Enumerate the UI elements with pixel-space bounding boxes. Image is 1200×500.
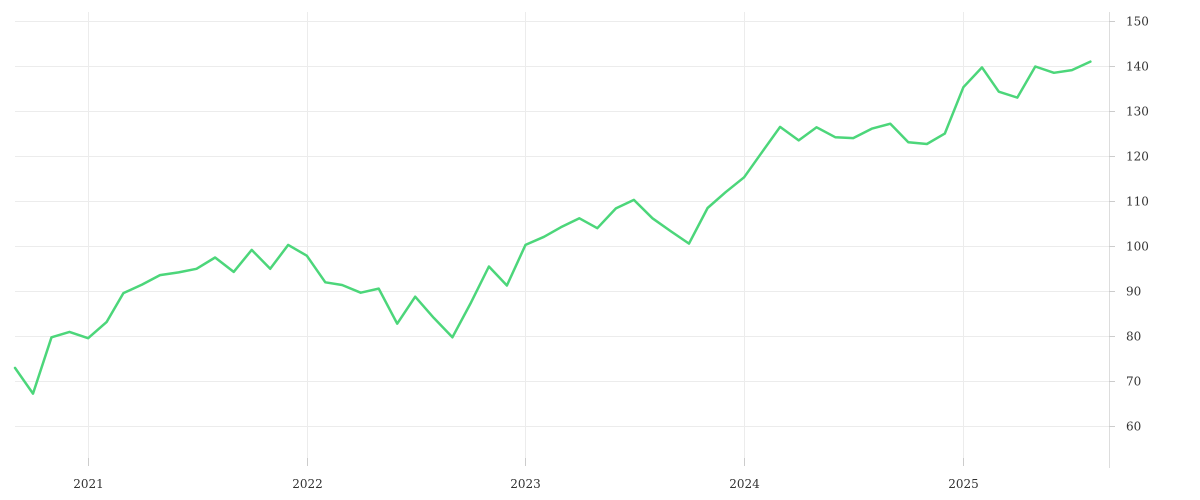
y-tick-label: 100 xyxy=(1126,240,1149,254)
y-tick-label: 70 xyxy=(1126,375,1141,389)
tick-labels: 60 70 80 90 100 110 120 130 140 150 2021 2022 2023 20… xyxy=(73,15,1149,492)
y-tick-label: 130 xyxy=(1126,105,1149,119)
y-tick-label: 80 xyxy=(1126,330,1141,344)
x-tick-label: 2024 xyxy=(729,477,760,491)
x-tick-label: 2022 xyxy=(292,477,323,491)
y-tick-label: 150 xyxy=(1126,15,1149,29)
x-tick-label: 2025 xyxy=(948,477,979,491)
axes xyxy=(88,12,1115,468)
x-tick-label: 2023 xyxy=(510,477,541,491)
y-tick-label: 140 xyxy=(1126,60,1149,74)
y-tick-label: 110 xyxy=(1126,195,1149,209)
x-tick-label: 2021 xyxy=(73,477,104,491)
y-tick-label: 120 xyxy=(1126,150,1149,164)
grid xyxy=(15,12,1109,458)
series-line xyxy=(13,60,1092,395)
series-layer xyxy=(13,60,1092,395)
y-tick-label: 60 xyxy=(1126,420,1141,434)
y-tick-label: 90 xyxy=(1126,285,1141,299)
